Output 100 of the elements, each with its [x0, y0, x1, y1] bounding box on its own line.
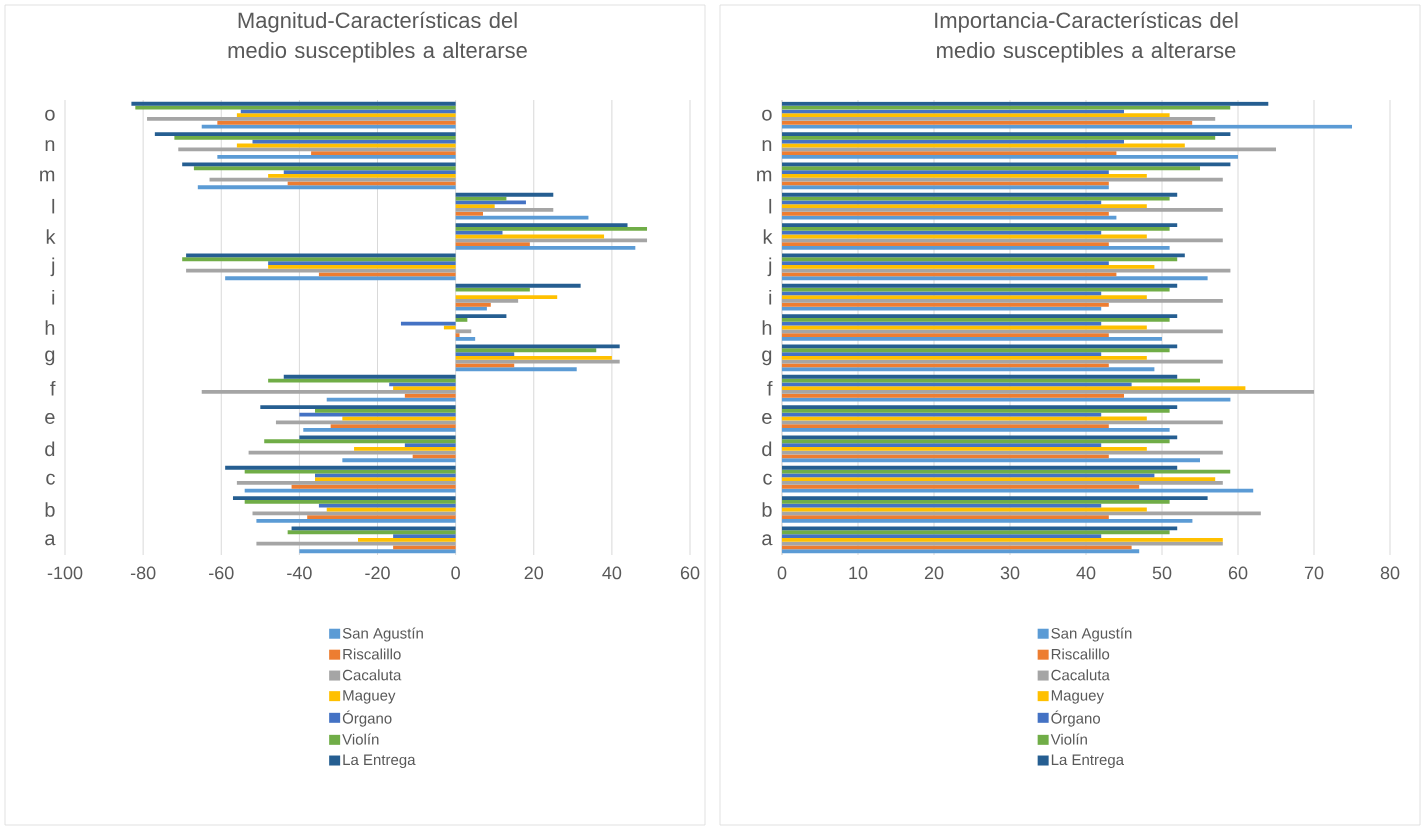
- bar: [318, 503, 456, 508]
- bar: [782, 261, 1109, 265]
- bar: [455, 223, 628, 227]
- bar: [782, 257, 1178, 262]
- bar: [782, 503, 1102, 508]
- bar: [782, 177, 1223, 182]
- bar: [782, 355, 1147, 360]
- y-tick-label: a: [45, 534, 56, 546]
- bar: [225, 465, 456, 470]
- legend-label: Órgano: [1051, 710, 1101, 727]
- x-tick-label: 70: [1304, 566, 1324, 580]
- bar: [782, 268, 1231, 273]
- y-tick-label: a: [762, 534, 773, 546]
- bar: [299, 412, 456, 417]
- bar: [404, 393, 456, 398]
- bar: [154, 132, 456, 136]
- bar: [782, 541, 1223, 546]
- bar: [357, 537, 456, 542]
- bar: [287, 530, 456, 535]
- bar: [193, 166, 456, 171]
- bar: [268, 173, 456, 178]
- bar: [782, 500, 1170, 504]
- bar: [782, 264, 1155, 269]
- chart-title: Importancia-Características del medio susceptibles a alterarse: [935, 11, 1238, 63]
- bar: [455, 299, 519, 303]
- y-tick-label: o: [762, 109, 772, 121]
- bar: [782, 200, 1102, 205]
- y-tick-label: i: [52, 289, 55, 305]
- bar: [782, 211, 1109, 216]
- legend-label: San Agustín: [342, 627, 423, 642]
- x-tick-label: -60: [209, 566, 234, 580]
- y-tick-label: n: [762, 140, 772, 151]
- bar: [252, 511, 456, 516]
- bar: [782, 166, 1201, 171]
- bar: [455, 337, 476, 341]
- y-tick-label: h: [762, 320, 772, 335]
- bar: [311, 151, 456, 155]
- bar: [782, 132, 1231, 136]
- bar: [455, 359, 620, 364]
- bar: [299, 549, 456, 554]
- bar: [782, 352, 1102, 356]
- y-tick-label: k: [46, 229, 56, 244]
- bar: [782, 291, 1102, 296]
- bar: [260, 405, 456, 410]
- bar: [455, 211, 483, 216]
- bar: [389, 382, 456, 387]
- bar: [315, 477, 456, 482]
- bar: [455, 329, 472, 334]
- bar: [782, 473, 1155, 478]
- bar: [782, 367, 1155, 372]
- legend-label: Cacaluta: [1051, 669, 1110, 681]
- x-tick-label: -80: [130, 566, 156, 580]
- bar: [307, 515, 456, 520]
- x-tick-label: 50: [1152, 566, 1172, 580]
- bar: [782, 333, 1109, 337]
- bar: [186, 268, 456, 273]
- legend-label: Cacaluta: [342, 669, 402, 681]
- y-tick-label: c: [46, 473, 55, 485]
- bar: [782, 151, 1117, 155]
- bar: [782, 530, 1170, 535]
- bar: [283, 374, 456, 379]
- bar: [455, 246, 636, 250]
- bar: [782, 405, 1178, 410]
- bar: [782, 337, 1163, 341]
- bar: [217, 155, 456, 159]
- bar: [268, 261, 456, 265]
- bar: [264, 439, 456, 444]
- chart-title: Magnitud-Características del medio susceptibles a alterarse: [228, 11, 527, 63]
- bar: [782, 534, 1102, 538]
- legend-label: La Entrega: [343, 754, 416, 769]
- bar: [236, 113, 456, 118]
- bar: [404, 443, 456, 447]
- bar: [455, 355, 612, 360]
- bar: [782, 458, 1201, 463]
- bar: [354, 446, 456, 451]
- y-tick-label: n: [45, 140, 55, 151]
- bar: [291, 484, 456, 489]
- bar: [782, 185, 1109, 190]
- bar: [240, 109, 456, 114]
- bar: [782, 238, 1223, 243]
- bar: [782, 382, 1132, 387]
- bar: [225, 276, 456, 281]
- bar: [782, 359, 1223, 364]
- x-tick-label: 30: [1000, 566, 1020, 580]
- bar: [782, 318, 1170, 322]
- y-tick-label: f: [767, 380, 773, 396]
- bar: [782, 227, 1170, 231]
- legend-label: Maguey: [343, 690, 396, 704]
- legend-label: Órgano: [342, 710, 392, 727]
- legend-label: Violín: [342, 733, 379, 745]
- bar: [782, 329, 1223, 334]
- bar: [782, 314, 1178, 318]
- y-tick-label: g: [45, 350, 55, 366]
- bar: [782, 246, 1170, 250]
- bar: [330, 424, 456, 428]
- bar: [782, 299, 1223, 303]
- bar: [252, 139, 456, 144]
- bar: [782, 424, 1109, 428]
- y-tick-label: e: [45, 413, 55, 424]
- bar: [782, 390, 1315, 394]
